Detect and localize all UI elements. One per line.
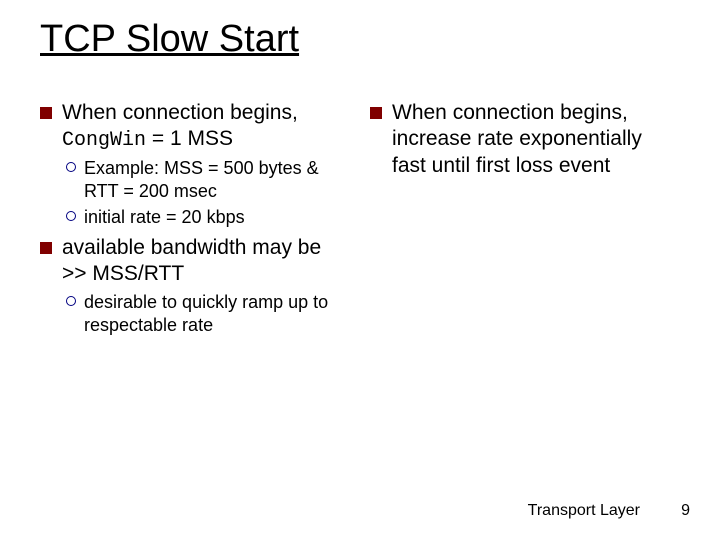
- slide: TCP Slow Start When connection begins, C…: [0, 0, 720, 540]
- sub-bullet-item: initial rate = 20 kbps: [40, 206, 350, 229]
- sub-bullet-text: initial rate = 20 kbps: [84, 206, 245, 229]
- sub-bullet-text: desirable to quickly ramp up to respecta…: [84, 291, 350, 336]
- bullet-item: When connection begins, increase rate ex…: [370, 100, 680, 179]
- sub-bullet-item: Example: MSS = 500 bytes & RTT = 200 mse…: [40, 157, 350, 202]
- code-text: CongWin: [62, 129, 146, 152]
- square-bullet-icon: [40, 242, 52, 254]
- content-columns: When connection begins, CongWin = 1 MSS …: [40, 100, 680, 340]
- circle-bullet-icon: [66, 211, 76, 221]
- bullet-text: When connection begins, increase rate ex…: [392, 100, 680, 179]
- square-bullet-icon: [370, 107, 382, 119]
- page-number: 9: [681, 502, 690, 520]
- sub-bullet-item: desirable to quickly ramp up to respecta…: [40, 291, 350, 336]
- square-bullet-icon: [40, 107, 52, 119]
- right-column: When connection begins, increase rate ex…: [370, 100, 680, 340]
- circle-bullet-icon: [66, 162, 76, 172]
- slide-title: TCP Slow Start: [40, 18, 299, 61]
- left-column: When connection begins, CongWin = 1 MSS …: [40, 100, 350, 340]
- circle-bullet-icon: [66, 296, 76, 306]
- bullet-item: When connection begins, CongWin = 1 MSS: [40, 100, 350, 153]
- bullet-text: When connection begins, CongWin = 1 MSS: [62, 100, 298, 153]
- footer-label: Transport Layer: [528, 502, 640, 520]
- bullet-text: available bandwidth may be >> MSS/RTT: [62, 235, 350, 288]
- sub-bullet-text: Example: MSS = 500 bytes & RTT = 200 mse…: [84, 157, 350, 202]
- text-line: = 1 MSS: [146, 127, 233, 150]
- text-line: When connection begins,: [62, 101, 298, 124]
- bullet-item: available bandwidth may be >> MSS/RTT: [40, 235, 350, 288]
